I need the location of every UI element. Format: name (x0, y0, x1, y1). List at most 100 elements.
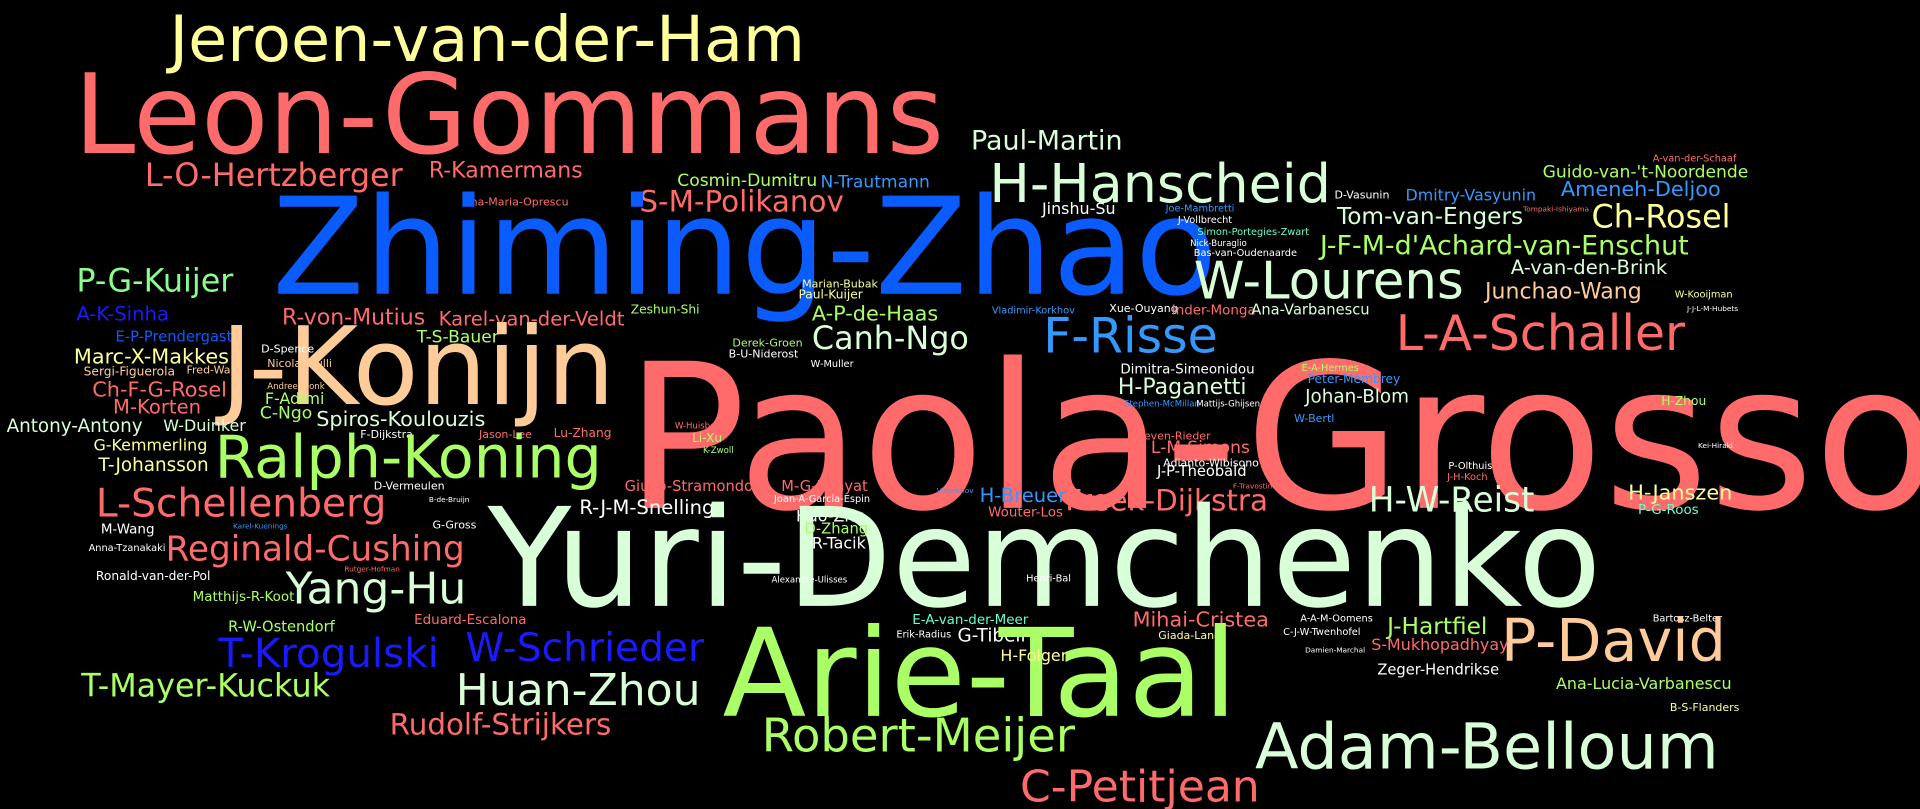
word: A-A-M-Oomens (1300, 614, 1373, 625)
word: F-Adimi (265, 389, 325, 408)
word: Marian-Bubak (802, 278, 878, 291)
word: Karel-van-der-Veldt (439, 308, 625, 331)
word: T-Krogulski (217, 630, 439, 677)
word: H-Breuer (980, 484, 1068, 507)
word: Xue-Ouyang (1109, 302, 1177, 315)
word: Alexandre-Ulisses (772, 576, 848, 586)
word: J-F-M-d'Achard-van-Enschut (1318, 231, 1689, 262)
word: Anna-Tzanakaki (89, 543, 166, 554)
word: Junchao-Wang (1483, 280, 1642, 305)
word: Freek-Dijkstra (1065, 483, 1268, 517)
word: L-M-Simons (1151, 438, 1250, 458)
word: Damien-Marchal (1305, 645, 1365, 654)
word: Cosmin-Dumitru (677, 171, 817, 191)
word: A-van-der-Schaaf (1653, 154, 1737, 165)
word: R-von-Mutius (282, 305, 425, 330)
word: Mattijs-Ghijsen (1196, 399, 1260, 409)
word: T-Mayer-Kuckuk (80, 666, 330, 704)
word: Lu-Zhang (554, 426, 612, 440)
word: Tompaki-Ishiyama (1522, 205, 1589, 214)
word: R-W-Ostendorf (228, 619, 336, 636)
word: Jinshu-Su (1041, 199, 1116, 218)
word: Nick-Buraglio (1190, 239, 1247, 249)
word: F-Risse (1043, 307, 1218, 364)
word: Canh-Ngo (812, 319, 969, 357)
word: P-Olthuis (1448, 461, 1492, 472)
word: Antony-Antony (7, 416, 143, 437)
word: Leon-Gommans (74, 51, 944, 179)
word: Derek-Groen (732, 336, 802, 349)
word: H-Hanscheid (989, 152, 1331, 215)
word: Inder-Monga (1172, 304, 1256, 319)
word: Arie-Taal (723, 602, 1238, 745)
word: Ana-Varbanescu (1251, 302, 1369, 319)
word: Paul-Martin (971, 125, 1123, 156)
word: H-Zhou (1661, 394, 1706, 408)
word: H-W-Reist (1369, 481, 1535, 521)
word: C-Petitjean (1020, 762, 1260, 809)
word: M-Wang (101, 523, 155, 538)
word: Johan-Blom (1304, 387, 1409, 408)
word: Ch-Rosel (1592, 198, 1731, 236)
word: Vladimir-Korkhov (992, 305, 1075, 316)
word: G-Gross (432, 519, 476, 532)
word: Paul-Kuijer (798, 288, 863, 302)
word: E-P-Prendergast (116, 328, 233, 345)
word: W-Lourens (1194, 252, 1464, 312)
word: Sergi-Figuerola (84, 365, 175, 379)
word: W-Duinker (163, 416, 246, 435)
word: Peter-Membrey (1308, 372, 1401, 386)
word: Fred-Wan (186, 363, 237, 376)
word: Bas-van-Oudenaarde (1194, 248, 1297, 259)
word: Simon-Portegies-Zwart (1197, 227, 1309, 238)
word: E-A-Hermes (1301, 363, 1358, 374)
word: Marc-X-Makkes (74, 344, 229, 368)
word: Adam-Belloum (1255, 711, 1719, 785)
word: T-S-Bauer (416, 328, 500, 348)
word: R-Tacik (812, 533, 867, 552)
word: F-Travostino (1233, 481, 1277, 490)
word: J-Hartfiel (1385, 613, 1487, 640)
word: Erik-Radius (896, 630, 951, 641)
word: Bartosz-Belter (1653, 614, 1723, 625)
word: D-Spence (261, 342, 314, 355)
word: B-de-Bruijn (429, 495, 470, 504)
word: Yang-Hu (285, 563, 467, 614)
word: Ralph-Koning (215, 422, 602, 491)
word: Giulio-Stramondo (625, 478, 753, 495)
word: K-Zwoll (703, 446, 734, 456)
word: Robert-Meijer (762, 708, 1076, 762)
word: A-K-Sinha (76, 303, 169, 326)
word: Steven-Rieder (1133, 429, 1211, 442)
word: Wouter-Los (988, 505, 1063, 520)
word: Mihai-Cristea (1133, 608, 1269, 632)
word: Andree-Toonk (267, 382, 324, 392)
word: D-Zhang (805, 521, 869, 538)
word: Dimitra-Simeonidou (1120, 362, 1254, 377)
word: W-Bertl (1294, 412, 1334, 425)
word: Dmitry-Vasyunin (1406, 186, 1537, 205)
word: Henri-Bal (1026, 573, 1071, 584)
word: Ch-F-G-Rosel (92, 378, 227, 402)
word: Spiros-Koulouzis (316, 407, 485, 431)
word: M-Korten (113, 396, 201, 419)
word: R-Kamermans (429, 158, 583, 183)
word: D-Vasunin (1335, 188, 1390, 201)
word: S-M-Polikanov (639, 185, 844, 219)
word: Karel-Kuenings (233, 522, 288, 531)
word: B-U-Niderost (729, 347, 799, 360)
word: N-Trautmann (820, 172, 929, 192)
word: P-G-Roos (1638, 503, 1699, 518)
word: Ana-Maria-Oprescu (463, 196, 568, 209)
word: Matthijs-R-Koot (193, 590, 295, 605)
word: J-H-Koch (1446, 472, 1487, 483)
word: A-van-den-Brink (1511, 256, 1668, 279)
word: J-Vollbrecht (1177, 215, 1232, 226)
word: G-Kemmerling (93, 435, 207, 454)
word: Rutger-Hofman (344, 565, 400, 574)
word: Li-Xu (692, 431, 722, 445)
word: Tom-van-Engers (1336, 203, 1523, 230)
word: Hao-Zhu (796, 506, 865, 525)
word: Ana-Lucia-Varbanescu (1556, 674, 1732, 693)
